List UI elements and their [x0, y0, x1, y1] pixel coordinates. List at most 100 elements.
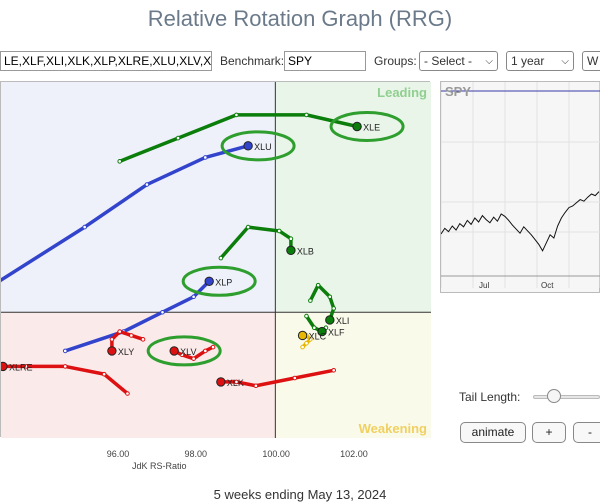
improving-quadrant	[1, 82, 276, 313]
weakening-quadrant	[275, 312, 431, 438]
tail-point-xli-3	[331, 306, 337, 311]
point-xlk[interactable]	[216, 377, 226, 387]
zoom-in-button[interactable]: +	[532, 422, 566, 443]
rrg-chart: Leading Weakening XLE XLU XLB XLP XLI XLF XLC X…	[0, 81, 431, 438]
frequency-select-value: W	[587, 54, 599, 68]
symbols-input[interactable]: LE,XLF,XLI,XLK,XLP,XLRE,XLU,XLV,XL	[0, 51, 212, 71]
highlight-ring-xlp	[181, 265, 257, 297]
tail-point-xlc-0	[300, 344, 305, 350]
tail-point-xli-1	[315, 282, 321, 288]
tail-point-xlf-1	[311, 325, 317, 331]
label-xlre: XLRE	[9, 362, 33, 372]
tail-point-xlre-0	[125, 391, 130, 396]
tail-point-xlre-1	[101, 371, 107, 377]
highlight-ring-xlu	[220, 130, 296, 162]
point-xlu[interactable]	[243, 141, 253, 151]
tail-point-xlc-2	[308, 337, 313, 342]
mini-chart-symbol: SPY	[445, 84, 472, 99]
highlight-ring-xle	[329, 111, 405, 142]
weakening-label: Weakening	[359, 421, 427, 436]
highlight-ring-xlv	[146, 335, 222, 367]
tail-point-xlk-2	[253, 383, 259, 389]
label-xlu: XLU	[254, 142, 272, 152]
point-xlf[interactable]	[317, 326, 327, 337]
tail-point-xly-3	[109, 337, 115, 342]
tail-point-xlb-1	[245, 224, 251, 230]
x-tick-label: 100.00	[262, 449, 290, 459]
tail-point-xlu-3	[202, 155, 208, 160]
spy-price-line	[440, 191, 600, 252]
x-tick-label: 96.00	[106, 449, 130, 459]
tail-point-xlv-2	[191, 356, 196, 361]
tail-point-xlb-3	[288, 236, 294, 242]
mini-x-tick-label: Jul	[479, 281, 489, 290]
point-xlv[interactable]	[169, 346, 179, 356]
tail-point-xlu-2	[144, 182, 150, 187]
point-xlp[interactable]	[204, 276, 214, 286]
label-xli: XLI	[336, 316, 350, 326]
tail-point-xlb-2	[276, 228, 282, 234]
tail-point-xly-0	[140, 337, 146, 342]
groups-label: Groups:	[374, 54, 417, 68]
tail-point-xlc-1	[304, 340, 309, 346]
tail-point-xle-2	[234, 112, 239, 118]
label-xlf: XLF	[328, 328, 345, 338]
leading-label: Leading	[377, 85, 427, 100]
tail-point-xli-2	[327, 294, 333, 300]
tail-point-xle-1	[175, 135, 181, 141]
leading-quadrant	[275, 82, 431, 313]
x-tick-label: 102.00	[340, 449, 368, 459]
tail-point-xle-0	[117, 159, 122, 164]
chevron-down-icon: ⌵	[561, 56, 569, 67]
tail-length-slider[interactable]	[533, 395, 600, 399]
label-xly: XLY	[118, 347, 134, 357]
label-xle: XLE	[363, 123, 380, 133]
label-xlv: XLV	[180, 347, 196, 357]
tail-point-xlre-3	[23, 364, 29, 369]
point-xli[interactable]	[325, 315, 335, 325]
tail-point-xlv-1	[202, 348, 208, 354]
tail-point-xlk-3	[234, 379, 239, 385]
tail-point-xlu-1	[82, 224, 87, 230]
tail-length-slider-handle[interactable]	[547, 389, 562, 403]
point-xly[interactable]	[107, 346, 117, 356]
mini-x-tick-label: Oct	[541, 281, 554, 290]
controls-bar: LE,XLF,XLI,XLK,XLP,XLRE,XLU,XLV,XL Bench…	[0, 51, 600, 73]
point-xlc[interactable]	[297, 330, 308, 341]
label-xlc: XLC	[309, 331, 327, 341]
benchmark-mini-chart: Jul Oct SPY	[440, 81, 600, 293]
period-caption: 5 weeks ending May 13, 2024	[213, 487, 387, 502]
label-xlp: XLP	[215, 277, 232, 287]
tail-point-xlv-3	[179, 352, 185, 358]
tail-length-label: Tail Length:	[459, 390, 521, 404]
lagging-quadrant	[1, 312, 276, 438]
groups-select[interactable]: - Select - ⌵	[419, 51, 498, 71]
frequency-select[interactable]: W	[582, 51, 600, 71]
zoom-out-button[interactable]: -	[573, 422, 600, 443]
tail-point-xlk-1	[292, 375, 298, 381]
benchmark-input[interactable]: SPY	[284, 51, 366, 71]
tail-point-xly-2	[117, 329, 122, 334]
tail-point-xli-0	[308, 298, 313, 303]
tail-point-xly-1	[129, 333, 134, 338]
benchmark-label: Benchmark:	[220, 54, 285, 68]
page-title: Relative Rotation Graph (RRG)	[147, 6, 453, 31]
tail-point-xlb-0	[218, 255, 224, 261]
label-xlb: XLB	[297, 246, 314, 256]
point-xlre[interactable]	[0, 361, 8, 372]
tail-point-xlp-2	[160, 309, 165, 315]
period-select[interactable]: 1 year ⌵	[506, 51, 574, 71]
animate-button[interactable]: animate	[460, 422, 526, 443]
mini-chart-plot: Jul Oct	[440, 82, 600, 290]
tail-point-xlp-3	[191, 294, 196, 300]
tail-point-xlk-0	[331, 367, 337, 373]
tail-point-xlp-0	[62, 348, 68, 354]
x-tick-label: 98.00	[184, 449, 208, 459]
groups-select-value: - Select -	[424, 54, 473, 68]
label-xlk: XLK	[227, 378, 244, 388]
tail-point-xlre-2	[62, 364, 68, 369]
period-select-value: 1 year	[511, 54, 545, 68]
point-xle[interactable]	[352, 121, 362, 132]
point-xlb[interactable]	[286, 245, 296, 256]
